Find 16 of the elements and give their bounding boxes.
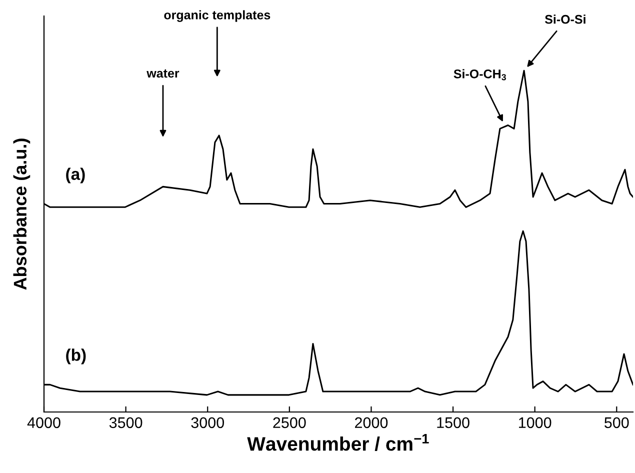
annotation: Si-O-CH$_{3}$ <box>454 69 506 80</box>
x-tick-label: 2000 <box>355 417 388 428</box>
x-tick-label: 3000 <box>191 417 224 428</box>
series-label: (b) <box>66 348 86 364</box>
annotation: Si-O-Si <box>544 14 586 24</box>
text: organic templates <box>164 10 270 22</box>
annotation: water <box>146 69 180 78</box>
x-tick-label: 1500 <box>437 417 470 428</box>
x-tick-label: 2500 <box>273 417 306 428</box>
x-tick-label: 500 <box>604 417 629 428</box>
x-tick-label: 3500 <box>109 417 142 428</box>
x-axis-title: Wavenumber / cm$^{−1}$ <box>247 434 429 451</box>
x-tick-label: 4000 <box>27 417 60 428</box>
y-axis-title: Absorbance (a.u.) <box>13 138 30 290</box>
series-label: (a) <box>66 168 85 184</box>
x-tick-label: 1000 <box>519 417 552 428</box>
